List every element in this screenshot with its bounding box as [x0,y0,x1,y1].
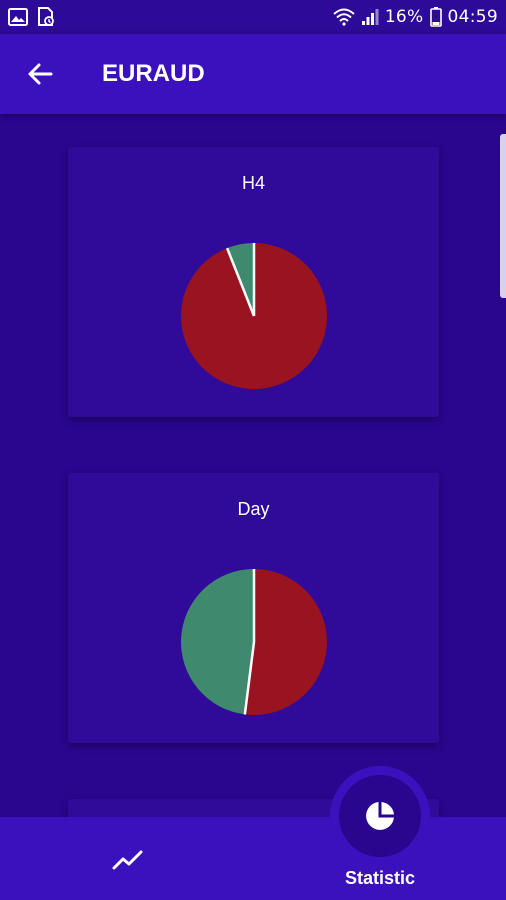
scrollbar[interactable] [500,134,506,298]
card-title: H4 [241,173,265,193]
pie-separator [225,247,256,317]
battery-icon [429,7,442,27]
status-left [8,7,56,27]
image-icon [8,8,28,26]
pie-chart-icon [366,802,394,830]
bottom-nav [0,817,506,900]
pie-chart [180,569,327,715]
arrow-left-icon [28,63,53,85]
status-right: 16% 04:59 [333,7,498,27]
back-button[interactable] [22,56,58,92]
sim-icon [38,7,54,26]
page-title: EURAUD [102,60,205,87]
pie-slice-green [180,569,254,715]
nav-item-chart[interactable] [108,847,148,873]
nav-label-statistic: Statistic [344,868,416,888]
pie-separator [243,641,256,715]
nav-item-statistic[interactable] [339,775,421,857]
clock: 04:59 [447,7,498,27]
pie-chart [180,243,327,389]
chart-card-h4: H4 [68,147,439,417]
card-title: Day [237,499,270,519]
pie-slice-red [244,569,327,715]
signal-icon [361,9,379,25]
battery-percent: 16% [384,7,424,27]
trend-chart-icon [112,850,143,870]
app-bar: EURAUD [0,34,506,114]
status-bar: 16% 04:59 [0,0,506,34]
wifi-icon [333,8,355,26]
chart-card-day: Day [68,473,439,743]
